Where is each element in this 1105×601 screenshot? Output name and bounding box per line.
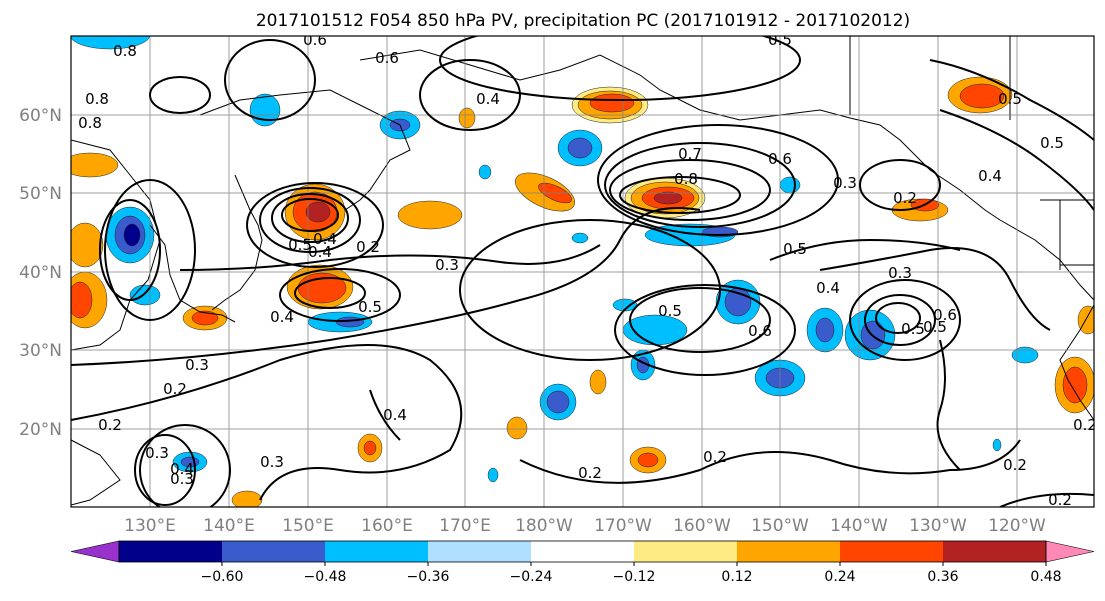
gridlines: [71, 36, 1094, 507]
contour-label: 0.8: [113, 42, 137, 60]
lon-label: 170°E: [439, 516, 491, 536]
lat-label: 50°N: [19, 184, 62, 204]
contour-label: 0.4: [978, 167, 1002, 185]
colorbar-tick-label: −0.12: [613, 569, 656, 585]
lat-axis: 60°N 50°N 40°N 30°N 20°N: [19, 106, 62, 440]
lat-label: 30°N: [19, 341, 62, 361]
contour-label: 0.3: [260, 453, 284, 471]
contour-label: 0.8: [78, 114, 102, 132]
colorbar-segment: [119, 541, 223, 562]
contour-label: 0.6: [933, 306, 957, 324]
colorbar-tick-label: −0.48: [304, 569, 347, 585]
colorbar-tick-label: 0.48: [1030, 569, 1061, 585]
lon-axis: 130°E 140°E 150°E 160°E 170°E 180°W 170°…: [124, 516, 1046, 536]
colorbar-segment: [634, 541, 738, 562]
lon-label: 180°W: [515, 516, 573, 536]
lon-label: 130°W: [909, 516, 967, 536]
contour-label: 0.2: [703, 448, 727, 466]
map-panel: 0.8 0.6 0.5 0.6 0.4 0.8 0.7 0.6 0.8 0.3 …: [70, 31, 1097, 509]
contour-label: 0.5: [658, 302, 682, 320]
lon-label: 160°W: [673, 516, 731, 536]
colorbar: −0.60 −0.48 −0.36 −0.24 −0.12 0.12 0.24 0.36 0.4…: [70, 540, 1095, 585]
colorbar-segment: [840, 541, 944, 562]
lon-label: 150°E: [282, 516, 334, 536]
lon-label: 150°W: [751, 516, 809, 536]
precip-shading: [71, 36, 1094, 507]
colorbar-extend-high: [1045, 540, 1095, 563]
colorbar-segment: [428, 541, 532, 562]
contour-label: 0.3: [170, 470, 194, 488]
lon-label: 130°E: [124, 516, 176, 536]
lon-label: 160°E: [361, 516, 413, 536]
contour-label: 0.5: [288, 236, 312, 254]
coastlines: [71, 36, 1094, 506]
contour-labels: 0.8 0.6 0.5 0.6 0.4 0.8 0.7 0.6 0.8 0.3 …: [78, 31, 1097, 509]
contour-label: 0.4: [308, 243, 332, 261]
contour-label: 0.2: [1073, 416, 1097, 434]
lon-label: 140°E: [203, 516, 255, 536]
contour-label: 0.8: [674, 170, 698, 188]
colorbar-frame: [118, 540, 1047, 563]
contour-label: 0.5: [1040, 134, 1064, 152]
colorbar-tick-label: 0.12: [721, 569, 752, 585]
contour-label: 0.5: [901, 320, 925, 338]
contour-label: 0.2: [356, 238, 380, 256]
contour-label: 0.3: [435, 256, 459, 274]
colorbar-segment: [325, 541, 429, 562]
contour-label: 0.4: [816, 279, 840, 297]
colorbar-tick-label: −0.60: [201, 569, 244, 585]
colorbar-tick-label: 0.36: [927, 569, 958, 585]
contour-label: 0.3: [888, 264, 912, 282]
map-frame: [70, 35, 1095, 508]
contour-label: 0.4: [313, 230, 337, 248]
colorbar-tick-label: −0.36: [407, 569, 450, 585]
colorbar-tick-label: −0.24: [510, 569, 553, 585]
colorbar-segment: [531, 541, 635, 562]
contour-label: 0.3: [185, 356, 209, 374]
lon-label: 120°W: [988, 516, 1046, 536]
contour-label: 0.6: [768, 150, 792, 168]
contour-label: 0.6: [748, 322, 772, 340]
contour-label: 0.3: [145, 444, 169, 462]
contour-label: 0.2: [1048, 491, 1072, 509]
colorbar-segment: [222, 541, 326, 562]
contour-label: 0.5: [923, 318, 947, 336]
contour-label: 0.3: [833, 174, 857, 192]
lon-label: 140°W: [830, 516, 888, 536]
contour-label: 0.2: [578, 464, 602, 482]
contour-label: 0.4: [170, 460, 194, 478]
contour-label: 0.2: [1003, 456, 1027, 474]
contour-label: 0.4: [476, 90, 500, 108]
contour-label: 0.5: [998, 90, 1022, 108]
contour-label: 0.2: [163, 380, 187, 398]
contour-label: 0.4: [383, 406, 407, 424]
contour-label: 0.5: [358, 298, 382, 316]
contour-label: 0.6: [375, 49, 399, 67]
figure-title: 2017101512 F054 850 hPa PV, precipitatio…: [256, 11, 910, 31]
contour-label: 0.8: [85, 90, 109, 108]
contour-label: 0.2: [893, 189, 917, 207]
colorbar-extend-low: [70, 540, 120, 563]
lat-label: 40°N: [19, 263, 62, 283]
lat-label: 20°N: [19, 420, 62, 440]
contour-label: 0.7: [678, 145, 702, 163]
lat-label: 60°N: [19, 106, 62, 126]
contour-label: 0.5: [783, 240, 807, 258]
pv-contours: [71, 36, 1094, 507]
contour-label: 0.4: [270, 308, 294, 326]
lon-label: 170°W: [594, 516, 652, 536]
contour-label: 0.5: [768, 31, 792, 49]
colorbar-segment: [943, 541, 1047, 562]
contour-label: 0.6: [303, 31, 327, 49]
contour-label: 0.2: [98, 416, 122, 434]
colorbar-segment: [737, 541, 841, 562]
colorbar-tick-label: 0.24: [824, 569, 855, 585]
